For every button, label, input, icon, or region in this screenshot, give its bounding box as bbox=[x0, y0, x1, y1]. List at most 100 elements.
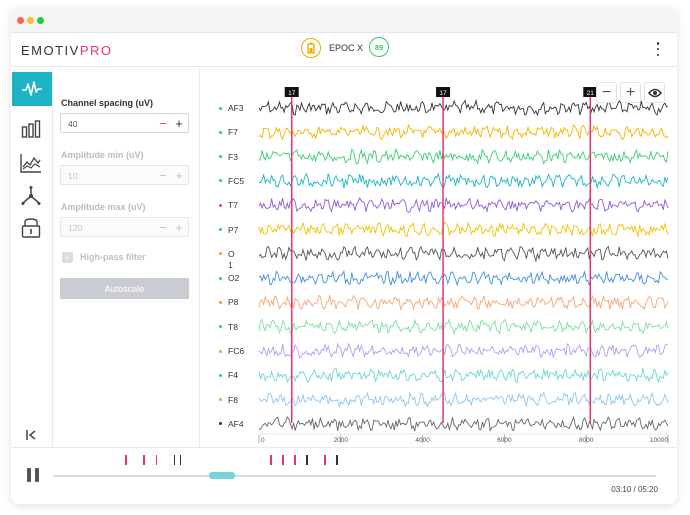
timeline-event-mark[interactable] bbox=[125, 455, 127, 465]
timeline-event-mark[interactable] bbox=[324, 455, 326, 465]
amplitude-min-field[interactable]: 10 − + bbox=[60, 165, 189, 185]
playback-thumb[interactable] bbox=[208, 472, 235, 479]
settings-panel: Channel spacing (uV) 40 − + Amplitude mi… bbox=[53, 68, 200, 447]
channel-status-dot bbox=[219, 155, 222, 159]
logo-accent-text: PRO bbox=[79, 43, 113, 58]
amplitude-max-increment-button[interactable]: + bbox=[175, 219, 183, 235]
zoom-in-button[interactable]: + bbox=[620, 82, 641, 103]
eeg-trace-fc5 bbox=[259, 172, 669, 189]
channel-spacing-value[interactable]: 40 bbox=[68, 119, 78, 129]
timeline-event-mark[interactable] bbox=[294, 455, 296, 465]
eeg-trace-o2 bbox=[258, 269, 669, 287]
battery-badge[interactable]: 89 bbox=[369, 37, 389, 57]
eeg-trace-t8 bbox=[258, 318, 669, 336]
headset-status-icon[interactable] bbox=[301, 38, 321, 58]
sidebar-item-band-power[interactable] bbox=[11, 112, 51, 146]
eeg-trace-p7 bbox=[258, 221, 669, 238]
sidebar bbox=[11, 68, 53, 447]
channel-label: T7 bbox=[228, 200, 238, 211]
eeg-trace-f4 bbox=[258, 367, 669, 384]
amplitude-min-increment-button[interactable]: + bbox=[175, 167, 183, 183]
x-tick-label: 10000 bbox=[650, 437, 668, 444]
eeg-chart-area: AF3 F7 F3 FC5 T7 P7 O 1 O2 P8 T8 FC6 F4 F8 AF4 17 17 21… bbox=[200, 68, 677, 447]
amplitude-min-label: Amplitude min (uV) bbox=[61, 150, 144, 160]
high-pass-filter-checkbox[interactable]: ✓ bbox=[62, 252, 73, 263]
timeline-event-mark[interactable] bbox=[306, 455, 308, 465]
amplitude-max-field[interactable]: 120 − + bbox=[60, 217, 189, 237]
device-name[interactable]: EPOC X bbox=[329, 43, 364, 53]
channel-label: P7 bbox=[228, 224, 239, 235]
app-header: EMOTIVPRO EPOC X 89 bbox=[11, 33, 677, 67]
zoom-out-button[interactable]: − bbox=[596, 82, 617, 103]
high-pass-filter-label: High-pass filter bbox=[80, 252, 146, 262]
channel-spacing-increment-button[interactable]: + bbox=[175, 115, 183, 131]
eye-icon bbox=[647, 88, 662, 97]
eeg-trace-p8 bbox=[258, 294, 669, 311]
timeline-event-mark[interactable] bbox=[282, 455, 284, 465]
timeline-event-mark[interactable] bbox=[173, 455, 176, 465]
channel-label: AF4 bbox=[228, 418, 244, 429]
amplitude-min-decrement-button[interactable]: − bbox=[159, 167, 167, 183]
eeg-trace-af4 bbox=[258, 415, 669, 432]
timeline-event-mark[interactable] bbox=[155, 455, 157, 465]
channel-spacing-decrement-button[interactable]: − bbox=[159, 115, 167, 131]
more-menu-icon[interactable] bbox=[655, 40, 661, 58]
channel-label: O 1 bbox=[228, 248, 235, 270]
event-marker-tag[interactable] bbox=[583, 87, 598, 97]
visibility-toggle-button[interactable] bbox=[644, 82, 665, 103]
minimize-window-button[interactable] bbox=[27, 17, 34, 24]
sidebar-item-performance[interactable] bbox=[11, 146, 51, 180]
playback-bar: 03:10 / 05:20 bbox=[11, 447, 677, 504]
app-logo: EMOTIVPRO bbox=[21, 43, 113, 58]
close-window-button[interactable] bbox=[17, 17, 24, 24]
line-chart-icon bbox=[20, 154, 41, 173]
playback-track[interactable] bbox=[53, 475, 656, 477]
pause-button[interactable] bbox=[27, 468, 39, 482]
channel-spacing-label: Channel spacing (uV) bbox=[61, 98, 154, 108]
sidebar-item-motion[interactable] bbox=[11, 179, 51, 213]
timeline-event-mark[interactable] bbox=[143, 455, 145, 465]
sidebar-item-data-packets[interactable] bbox=[11, 211, 51, 245]
collapse-sidebar-button[interactable] bbox=[11, 418, 51, 452]
eeg-trace-t7 bbox=[258, 196, 669, 213]
eeg-trace-f3 bbox=[258, 147, 669, 165]
data-box-icon bbox=[21, 218, 41, 238]
amplitude-max-label: Amplitude max (uV) bbox=[61, 202, 146, 212]
timeline-event-mark[interactable] bbox=[179, 455, 182, 465]
maximize-window-button[interactable] bbox=[37, 17, 44, 24]
channel-label: F4 bbox=[228, 370, 238, 381]
logo-main-text: EMOTIV bbox=[21, 43, 80, 58]
channel-label: FC5 bbox=[228, 175, 245, 186]
channel-label: FC6 bbox=[228, 346, 245, 356]
channel-label: F7 bbox=[228, 127, 238, 138]
eeg-chart[interactable]: 17 17 210 2000 4000 6000 8000 10000 bbox=[200, 68, 677, 448]
channel-status-dot bbox=[219, 373, 222, 377]
channel-status-dot bbox=[219, 422, 222, 426]
channel-status-dot bbox=[219, 179, 222, 183]
sidebar-item-raw-eeg[interactable] bbox=[12, 72, 52, 106]
event-marker-tag[interactable] bbox=[436, 87, 451, 97]
channel-label: AF3 bbox=[228, 103, 244, 113]
amplitude-max-decrement-button[interactable]: − bbox=[159, 219, 167, 235]
x-tick-label: 0 bbox=[261, 437, 265, 444]
event-marker-label: 17 bbox=[439, 90, 447, 97]
event-marker-label: 17 bbox=[288, 90, 296, 97]
eeg-trace-f7 bbox=[258, 123, 669, 141]
eeg-trace-o1 bbox=[258, 245, 669, 263]
waveform-icon bbox=[22, 81, 42, 96]
autoscale-button[interactable]: Autoscale bbox=[60, 278, 189, 299]
playback-time: 03:10 / 05:20 bbox=[611, 485, 658, 494]
channel-status-dot bbox=[219, 349, 222, 353]
eeg-trace-f8 bbox=[258, 391, 669, 409]
amplitude-min-value[interactable]: 10 bbox=[68, 171, 78, 181]
channel-status-dot bbox=[219, 130, 222, 134]
collapse-left-icon bbox=[26, 430, 36, 440]
channel-spacing-field[interactable]: 40 − + bbox=[60, 113, 189, 133]
event-marker-tag[interactable] bbox=[284, 87, 299, 97]
channel-label: O2 bbox=[228, 273, 240, 284]
app-window: EMOTIVPRO EPOC X 89 Channel spacing (uV) bbox=[11, 8, 677, 504]
timeline-event-mark[interactable] bbox=[270, 455, 272, 465]
timeline-event-mark[interactable] bbox=[336, 455, 338, 465]
channel-label: T8 bbox=[228, 321, 238, 332]
amplitude-max-value[interactable]: 120 bbox=[68, 223, 83, 233]
